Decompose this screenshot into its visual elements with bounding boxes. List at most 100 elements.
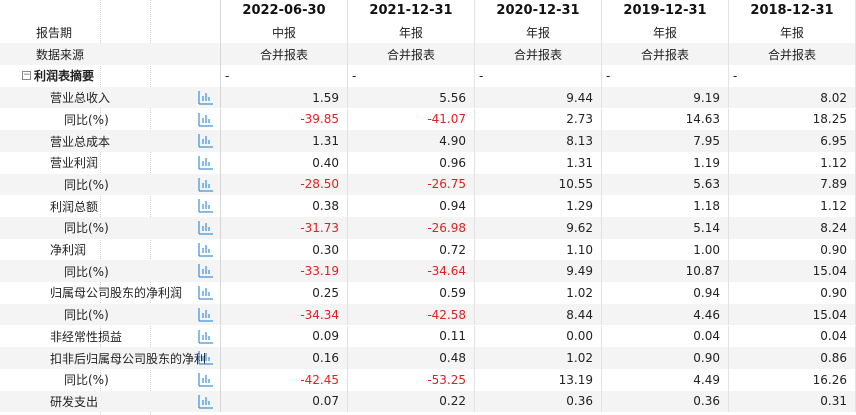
bar-chart-icon[interactable] — [198, 220, 214, 235]
section-row: − 利润表摘要 - - - - - — [0, 65, 856, 87]
bar-chart-icon[interactable] — [198, 242, 214, 257]
table-row: 同比(%) -33.19 -34.64 9.49 10.87 15.04 — [0, 260, 856, 283]
row-label-cell: 同比(%) — [0, 368, 221, 391]
bar-chart-icon[interactable] — [198, 263, 214, 278]
value-cell: 0.07 — [221, 390, 348, 413]
date-header: 2022-06-30 — [221, 0, 348, 22]
value-cell: 0.31 — [729, 390, 856, 413]
bar-chart-icon[interactable] — [198, 112, 214, 127]
value-cell: 7.95 — [602, 130, 729, 152]
value-cell: -31.73 — [221, 217, 348, 239]
table-row: 同比(%) -39.85 -41.07 2.73 14.63 18.25 — [0, 108, 856, 131]
value-cell: 1.31 — [475, 151, 602, 174]
row-label-cell: 同比(%) — [0, 108, 221, 131]
value-cell: 0.94 — [602, 282, 729, 304]
table-row: 同比(%) -42.45 -53.25 13.19 4.49 16.26 — [0, 368, 856, 391]
value-cell: 10.55 — [475, 173, 602, 196]
value-cell: 0.86 — [729, 347, 856, 369]
value-cell: 1.18 — [602, 195, 729, 217]
report-type: 年报 — [475, 21, 602, 44]
value-cell: 0.48 — [348, 347, 475, 369]
value-cell: -26.75 — [348, 173, 475, 196]
bar-chart-icon[interactable] — [198, 198, 214, 213]
value-cell: 16.26 — [729, 368, 856, 391]
row-label: 营业总成本 — [50, 134, 111, 149]
value-cell: 1.59 — [221, 86, 348, 109]
value-cell: 0.30 — [221, 238, 348, 261]
value-cell: 0.16 — [221, 347, 348, 369]
table-row: 营业利润 0.40 0.96 1.31 1.19 1.12 — [0, 151, 856, 174]
data-source: 合并报表 — [602, 43, 729, 66]
value-cell: 0.04 — [602, 325, 729, 348]
table-row: 同比(%) -28.50 -26.75 10.55 5.63 7.89 — [0, 173, 856, 196]
table-row: 归属母公司股东的净利润 0.25 0.59 1.02 0.94 0.90 — [0, 282, 856, 304]
value-cell: 18.25 — [729, 108, 856, 131]
row-label-cell: 归属母公司股东的净利润 — [0, 282, 221, 304]
bar-chart-icon[interactable] — [198, 329, 214, 344]
data-source: 合并报表 — [221, 43, 348, 66]
value-cell: 14.63 — [602, 108, 729, 131]
row-label-cell: 利润总额 — [0, 195, 221, 217]
value-cell: 9.19 — [602, 86, 729, 109]
bar-chart-icon[interactable] — [198, 350, 214, 365]
row-label-cell: 营业总成本 — [0, 130, 221, 152]
report-type: 中报 — [221, 21, 348, 44]
report-period-row: 报告期 中报 年报 年报 年报 年报 — [0, 21, 856, 44]
value-cell: 1.31 — [221, 130, 348, 152]
value-cell: 0.38 — [221, 195, 348, 217]
value-cell: -26.98 — [348, 217, 475, 239]
row-label: 同比(%) — [64, 373, 109, 388]
value-cell: 1.02 — [475, 347, 602, 369]
row-label: 非经常性损益 — [50, 329, 123, 344]
table-row: 研发支出 0.07 0.22 0.36 0.36 0.31 — [0, 390, 856, 413]
row-label-cell: − 利润表摘要 — [0, 65, 221, 87]
value-cell: 9.49 — [475, 260, 602, 283]
value-cell: 15.04 — [729, 303, 856, 326]
divider — [150, 0, 151, 415]
row-label-cell: 净利润 — [0, 238, 221, 261]
value-cell: 1.29 — [475, 195, 602, 217]
row-label: 同比(%) — [64, 308, 109, 323]
date-header: 2021-12-31 — [348, 0, 475, 22]
value-cell: -34.64 — [348, 260, 475, 283]
value-cell: 0.59 — [348, 282, 475, 304]
bar-chart-icon[interactable] — [198, 177, 214, 192]
row-label: 利润总额 — [50, 199, 99, 214]
data-source: 合并报表 — [475, 43, 602, 66]
row-label-cell: 扣非后归属母公司股东的净利 — [0, 347, 221, 369]
value-cell: 0.90 — [729, 238, 856, 261]
value-cell: 2.73 — [475, 108, 602, 131]
bar-chart-icon[interactable] — [198, 307, 214, 322]
row-label: 同比(%) — [64, 112, 109, 127]
bar-chart-icon[interactable] — [198, 90, 214, 105]
row-label-cell: 营业利润 — [0, 151, 221, 174]
value-cell: 8.02 — [729, 86, 856, 109]
value-cell: -39.85 — [221, 108, 348, 131]
table-row: 非经常性损益 0.09 0.11 0.00 0.04 0.04 — [0, 325, 856, 348]
bar-chart-icon[interactable] — [198, 372, 214, 387]
value-cell: 4.46 — [602, 303, 729, 326]
bar-chart-icon[interactable] — [198, 394, 214, 409]
value-cell: 1.19 — [602, 151, 729, 174]
section-title: 利润表摘要 — [34, 69, 95, 84]
bar-chart-icon[interactable] — [198, 155, 214, 170]
value-cell: 5.56 — [348, 86, 475, 109]
row-label-cell: 数据来源 — [0, 43, 221, 66]
bar-chart-icon[interactable] — [198, 285, 214, 300]
table-row: 营业总成本 1.31 4.90 8.13 7.95 6.95 — [0, 130, 856, 152]
date-header: 2018-12-31 — [729, 0, 856, 22]
value-cell: 13.19 — [475, 368, 602, 391]
collapse-icon[interactable]: − — [22, 70, 31, 81]
value-cell: 1.12 — [729, 195, 856, 217]
value-cell: 4.49 — [602, 368, 729, 391]
placeholder-cell: - — [221, 65, 348, 87]
row-label: 研发支出 — [50, 394, 99, 409]
value-cell: 0.00 — [475, 325, 602, 348]
table-row: 同比(%) -31.73 -26.98 9.62 5.14 8.24 — [0, 217, 856, 239]
bar-chart-icon[interactable] — [198, 133, 214, 148]
value-cell: 7.89 — [729, 173, 856, 196]
value-cell: 8.13 — [475, 130, 602, 152]
date-header: 2020-12-31 — [475, 0, 602, 22]
placeholder-cell: - — [602, 65, 729, 87]
